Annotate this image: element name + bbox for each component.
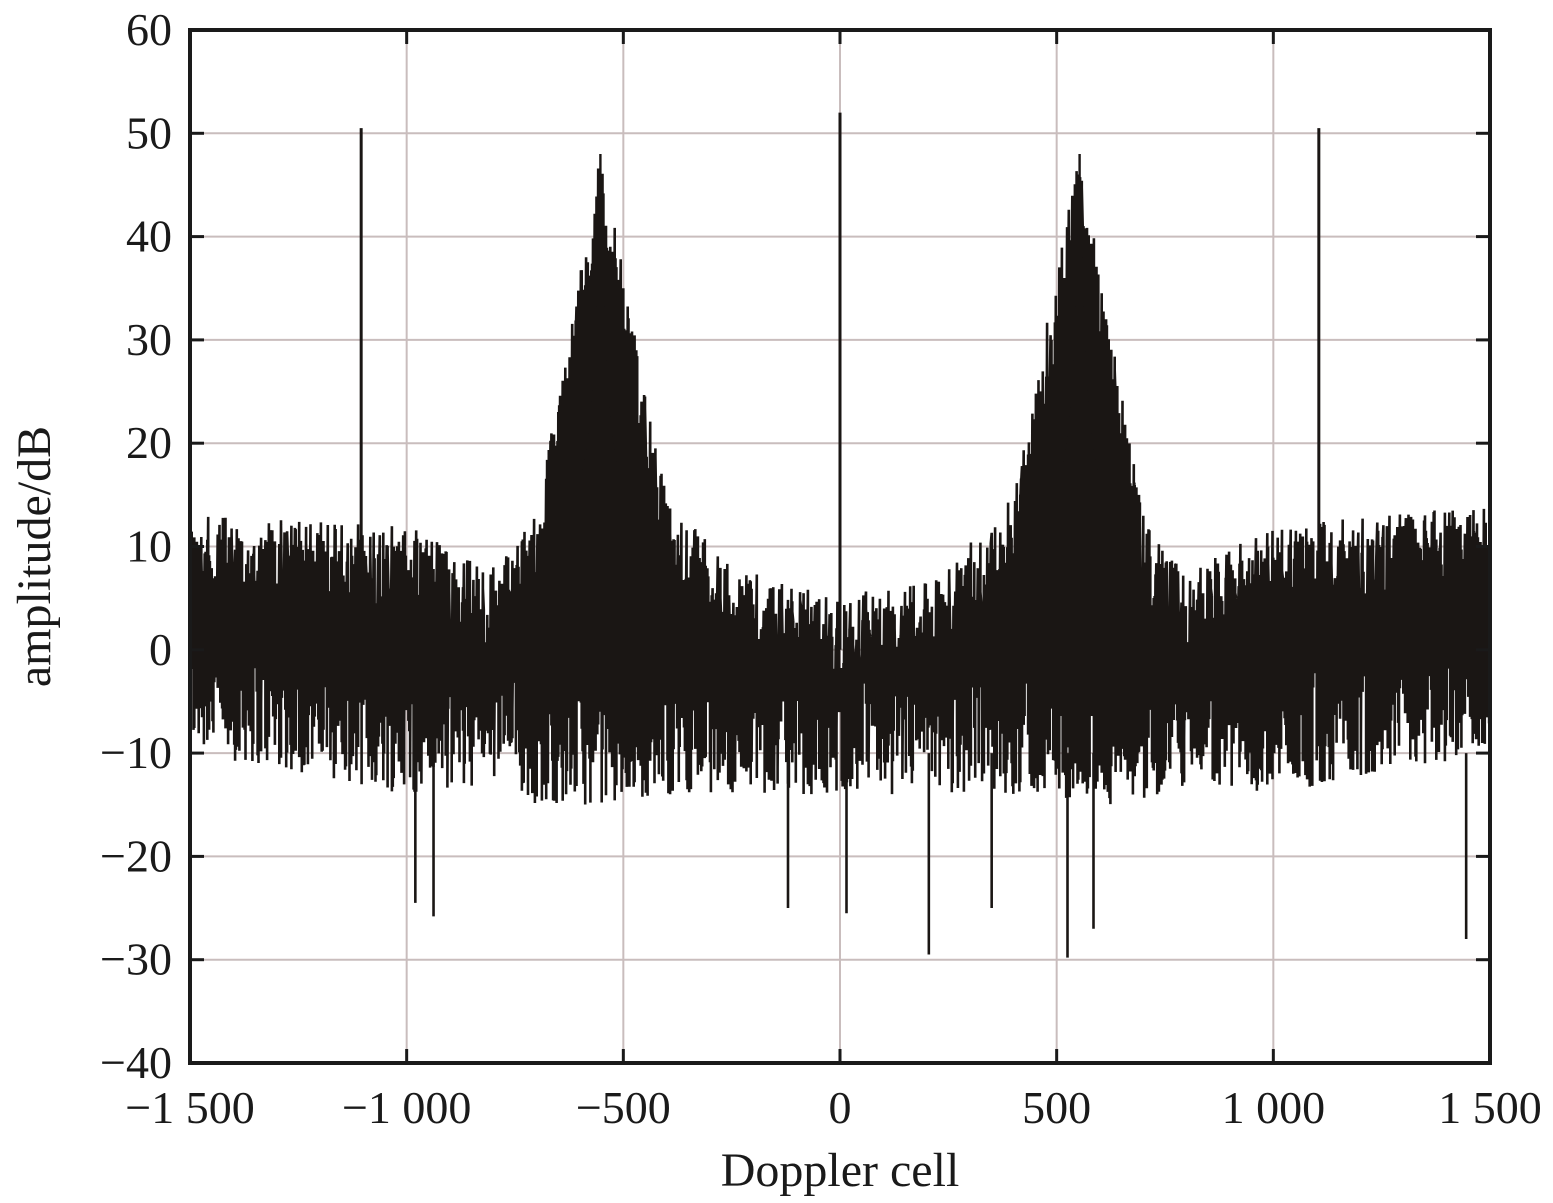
x-tick-label: 1 000 [1222, 1082, 1326, 1133]
y-tick-label: 50 [126, 107, 172, 158]
peak [1061, 154, 1099, 712]
x-tick-label: 500 [1022, 1082, 1091, 1133]
y-tick-label: 40 [126, 211, 172, 262]
x-tick-labels: −1 500 −1 000 −500 0 500 1 000 1 500 [125, 1082, 1541, 1133]
y-tick-label: 30 [126, 314, 172, 365]
y-tick-label: −20 [100, 830, 172, 881]
y-tick-label: 10 [126, 521, 172, 572]
y-tick-label: 20 [126, 417, 172, 468]
y-tick-labels: −40 −30 −20 −10 0 10 20 30 40 50 60 [100, 4, 172, 1088]
y-tick-label: −30 [100, 934, 172, 985]
x-axis-label: Doppler cell [721, 1144, 960, 1197]
x-tick-label: −1 500 [125, 1082, 254, 1133]
y-tick-label: 0 [149, 624, 172, 675]
x-tick-label: −500 [576, 1082, 671, 1133]
x-tick-label: 0 [829, 1082, 852, 1133]
y-tick-label: −40 [100, 1037, 172, 1088]
x-tick-label: −1 000 [342, 1082, 471, 1133]
y-tick-label: 60 [126, 4, 172, 55]
peak [581, 154, 619, 712]
axis-ticks [188, 28, 1492, 1065]
y-axis-label: amplitude/dB [8, 426, 61, 687]
x-tick-label: 1 500 [1438, 1082, 1542, 1133]
y-tick-label: −10 [100, 727, 172, 778]
series-amplitude [188, 112, 1492, 958]
